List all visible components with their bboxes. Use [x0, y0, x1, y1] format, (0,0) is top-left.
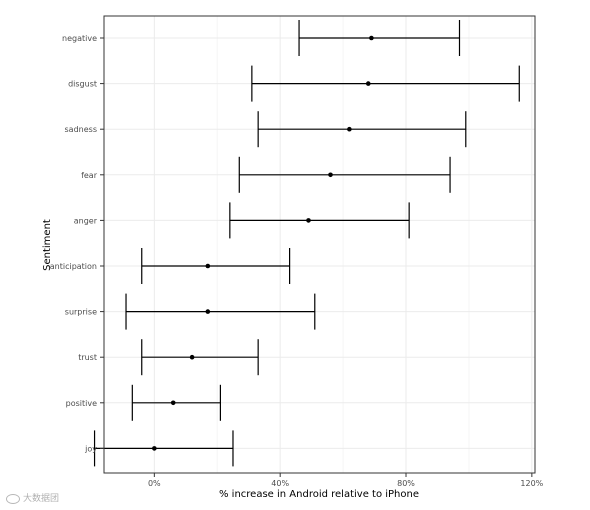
panel-border — [103, 15, 536, 474]
weibo-logo-icon — [6, 493, 20, 504]
y-tick-label: anticipation — [50, 262, 97, 271]
y-axis-tick-labels: negative disgust sadness fear anger anticipat… — [50, 34, 104, 453]
errorbar-sadness — [257, 111, 467, 148]
errorbar-anger — [229, 202, 410, 239]
error-bars — [93, 20, 520, 467]
estimate-point — [328, 172, 333, 178]
estimate-point — [170, 400, 176, 406]
estimate-point — [152, 446, 157, 451]
x-tick-label: 0% — [148, 479, 161, 488]
errorbar-anticipation — [141, 248, 291, 284]
y-tick-label: disgust — [68, 80, 97, 89]
y-tick-label: joy — [84, 444, 97, 453]
errorbar-trust — [141, 339, 259, 376]
errorbar-joy — [93, 430, 234, 467]
y-tick-label: trust — [78, 353, 97, 362]
y-axis-title: Sentiment — [42, 219, 53, 271]
y-tick-label: sadness — [65, 125, 97, 134]
x-tick-label: 80% — [397, 479, 415, 488]
errorbar-positive — [131, 384, 222, 421]
errorbar-fear — [238, 156, 451, 193]
estimate-point — [205, 309, 211, 314]
estimate-point — [189, 354, 195, 360]
x-tick-label: 120% — [520, 479, 543, 488]
y-tick-label: negative — [62, 34, 97, 43]
errorbar-disgust — [251, 65, 520, 102]
estimate-point — [365, 81, 371, 86]
estimate-point — [306, 218, 311, 223]
estimate-point — [369, 35, 374, 41]
errorbar-negative — [298, 20, 461, 56]
errorbar-surprise — [125, 293, 316, 330]
y-tick-label: fear — [81, 171, 98, 180]
x-tick-label: 40% — [271, 479, 289, 488]
y-tick-label: positive — [66, 399, 97, 408]
grid — [104, 16, 535, 473]
watermark: 大数据团 — [6, 491, 59, 504]
x-axis-title: % increase in Android relative to iPhone — [219, 489, 419, 500]
y-tick-label: anger — [74, 216, 98, 225]
estimate-point — [205, 263, 211, 269]
x-axis-tick-labels: 0% 40% 80% 120% — [148, 473, 544, 488]
estimate-point — [347, 126, 352, 132]
y-tick-label: surprise — [65, 308, 97, 317]
